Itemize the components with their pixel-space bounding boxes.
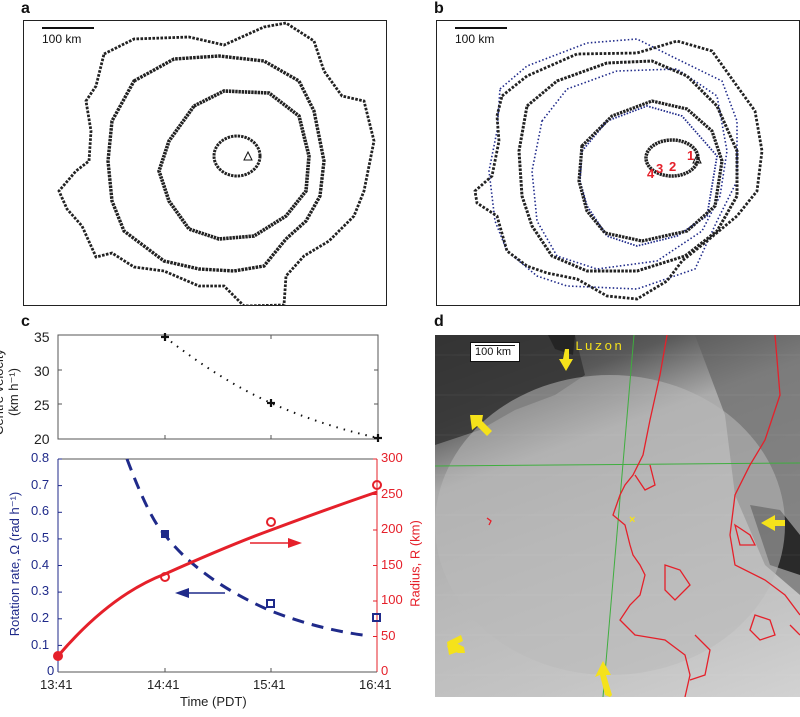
panel-b-contours <box>455 27 764 301</box>
right-ytick-0: 0 <box>381 663 389 678</box>
left-ytick-0.1: 0.1 <box>31 637 50 652</box>
top-ytick-20: 20 <box>34 431 50 447</box>
panel-d-scale-box: 100 km <box>470 342 520 362</box>
panel-d-satellite-image: × 100 km Luzon <box>435 335 800 697</box>
xlabel: Time (PDT) <box>180 694 247 709</box>
panel-a-frame: 100 km <box>23 20 387 306</box>
xtick-1541: 15:41 <box>253 677 286 692</box>
contour-label-1: 1 <box>687 148 695 163</box>
left-ytick-0.4: 0.4 <box>31 557 50 572</box>
right-ylabel: Radius, R (km) <box>407 520 423 607</box>
panel-a-contours <box>42 21 376 305</box>
panel-d-scale-bar <box>475 345 515 346</box>
panel-a-scale-label: 100 km <box>42 32 82 46</box>
right-ytick-100: 100 <box>381 592 403 607</box>
panel-c-bottom-chart: 0.8 0.7 0.6 0.5 0.4 0.3 0.2 0.1 0 300 25… <box>0 450 423 712</box>
xtick-1441: 14:41 <box>147 677 180 692</box>
left-ytick-0: 0 <box>47 663 55 678</box>
panel-letter-d: d <box>434 313 444 330</box>
contour-label-2: 2 <box>669 159 677 174</box>
right-ytick-50: 50 <box>381 628 396 643</box>
xtick-1341: 13:41 <box>40 677 73 692</box>
top-ytick-30: 30 <box>34 363 50 379</box>
top-ylabel: Centre velocity (km h⁻¹) <box>0 349 21 435</box>
right-ytick-300: 300 <box>381 450 403 465</box>
svg-text:×: × <box>629 514 635 526</box>
top-ytick-25: 25 <box>34 397 50 413</box>
left-ytick-0.5: 0.5 <box>31 530 50 545</box>
panel-d-scale-label: 100 km <box>475 346 512 358</box>
place-label-luzon: Luzon <box>575 339 625 354</box>
left-ytick-0.2: 0.2 <box>31 610 50 625</box>
panel-letter-a: a <box>21 0 30 17</box>
panel-letter-b: b <box>434 0 444 17</box>
left-ytick-0.3: 0.3 <box>31 583 50 598</box>
panel-c-top-chart: 35 30 25 20 Centre velocity (km h⁻¹) <box>0 329 420 450</box>
panel-letter-c: c <box>21 313 30 330</box>
left-ytick-0.7: 0.7 <box>31 477 50 492</box>
top-ytick-35: 35 <box>34 329 50 345</box>
left-ytick-0.8: 0.8 <box>31 450 50 465</box>
xtick-1641: 16:41 <box>359 677 392 692</box>
right-ytick-200: 200 <box>381 521 403 536</box>
panel-b-frame: 100 km 1 2 3 4 <box>436 20 800 306</box>
contour-label-3: 3 <box>656 161 664 176</box>
right-ytick-150: 150 <box>381 557 403 572</box>
right-ytick-250: 250 <box>381 486 403 501</box>
contour-label-4: 4 <box>647 166 655 181</box>
panel-b-scale-label: 100 km <box>455 32 495 46</box>
left-ytick-0.6: 0.6 <box>31 503 50 518</box>
left-ylabel: Rotation rate, Ω (rad h⁻¹) <box>7 491 22 637</box>
